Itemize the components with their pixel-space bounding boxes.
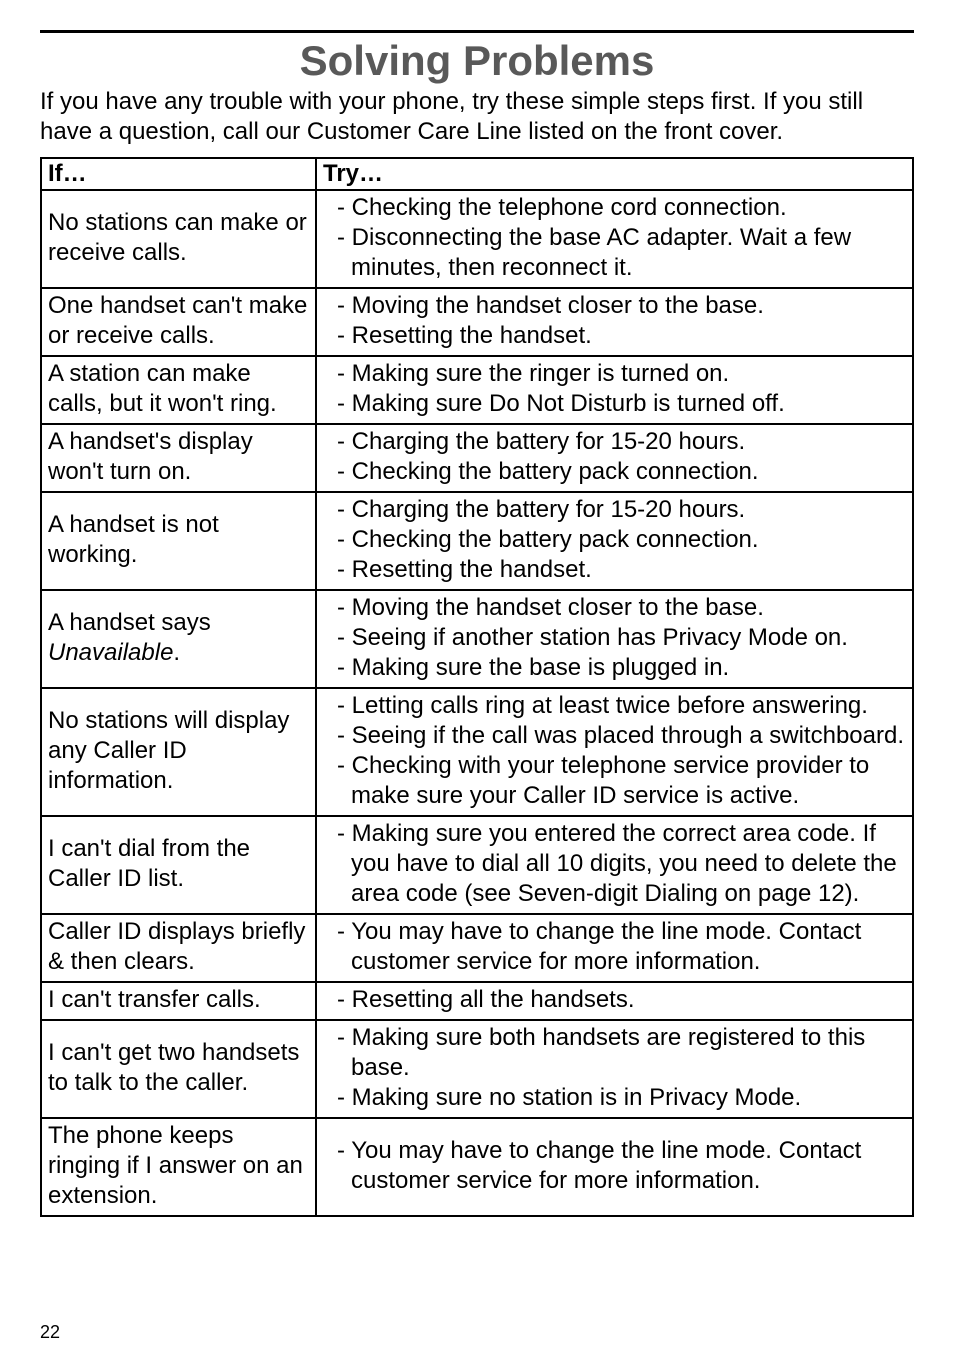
try-line: - Making sure no station is in Privacy M… (323, 1083, 906, 1113)
try-line: - Checking with your telephone service p… (323, 751, 906, 811)
try-cell: - Letting calls ring at least twice befo… (316, 688, 913, 816)
try-line: - Checking the battery pack connection. (323, 457, 906, 487)
try-cell: - Resetting all the handsets. (316, 982, 913, 1020)
table-row: No stations can make or receive calls.- … (41, 190, 913, 288)
table-row: I can't dial from the Caller ID list.- M… (41, 816, 913, 914)
if-cell: The phone keeps ringing if I answer on a… (41, 1118, 316, 1216)
page-title: Solving Problems (40, 37, 914, 85)
try-line: - Making sure you entered the correct ar… (323, 819, 906, 909)
try-line: - Making sure the ringer is turned on. (323, 359, 906, 389)
try-cell: - Making sure the ringer is turned on.- … (316, 356, 913, 424)
if-cell: A handset says Unavailable. (41, 590, 316, 688)
table-row: A handset says Unavailable.- Moving the … (41, 590, 913, 688)
try-line: - You may have to change the line mode. … (323, 917, 906, 977)
if-cell: I can't dial from the Caller ID list. (41, 816, 316, 914)
try-line: - Making sure the base is plugged in. (323, 653, 906, 683)
table-row: I can't transfer calls.- Resetting all t… (41, 982, 913, 1020)
table-row: A station can make calls, but it won't r… (41, 356, 913, 424)
if-cell: No stations can make or receive calls. (41, 190, 316, 288)
troubleshoot-table: If… Try… No stations can make or receive… (40, 157, 914, 1217)
table-row: A handset is not working.- Charging the … (41, 492, 913, 590)
try-line: - Disconnecting the base AC adapter. Wai… (323, 223, 906, 283)
top-rule (40, 30, 914, 33)
try-line: - Letting calls ring at least twice befo… (323, 691, 906, 721)
try-line: - Resetting all the handsets. (323, 985, 906, 1015)
page-number: 22 (40, 1322, 60, 1343)
try-cell: - You may have to change the line mode. … (316, 1118, 913, 1216)
try-line: - Moving the handset closer to the base. (323, 593, 906, 623)
table-row: I can't get two handsets to talk to the … (41, 1020, 913, 1118)
if-cell: I can't get two handsets to talk to the … (41, 1020, 316, 1118)
try-line: - Checking the telephone cord connection… (323, 193, 906, 223)
try-line: - Making sure both handsets are register… (323, 1023, 906, 1083)
table-header-row: If… Try… (41, 158, 913, 190)
try-line: - Checking the battery pack connection. (323, 525, 906, 555)
intro-paragraph: If you have any trouble with your phone,… (40, 87, 914, 147)
table-row: Caller ID displays briefly & then clears… (41, 914, 913, 982)
table-row: The phone keeps ringing if I answer on a… (41, 1118, 913, 1216)
try-line: - Resetting the handset. (323, 321, 906, 351)
try-line: - You may have to change the line mode. … (323, 1136, 906, 1196)
header-if: If… (41, 158, 316, 190)
table-row: No stations will display any Caller ID i… (41, 688, 913, 816)
try-cell: - Making sure you entered the correct ar… (316, 816, 913, 914)
try-line: - Seeing if another station has Privacy … (323, 623, 906, 653)
try-cell: - Making sure both handsets are register… (316, 1020, 913, 1118)
try-line: - Moving the handset closer to the base. (323, 291, 906, 321)
if-cell: Caller ID displays briefly & then clears… (41, 914, 316, 982)
table-row: A handset's display won't turn on.- Char… (41, 424, 913, 492)
try-line: - Charging the battery for 15-20 hours. (323, 427, 906, 457)
if-cell: A station can make calls, but it won't r… (41, 356, 316, 424)
try-cell: - Moving the handset closer to the base.… (316, 590, 913, 688)
if-cell: A handset's display won't turn on. (41, 424, 316, 492)
if-cell: One handset can't make or receive calls. (41, 288, 316, 356)
try-cell: - Checking the telephone cord connection… (316, 190, 913, 288)
try-line: - Charging the battery for 15-20 hours. (323, 495, 906, 525)
try-cell: - You may have to change the line mode. … (316, 914, 913, 982)
try-line: - Resetting the handset. (323, 555, 906, 585)
if-cell: A handset is not working. (41, 492, 316, 590)
header-try: Try… (316, 158, 913, 190)
if-cell: No stations will display any Caller ID i… (41, 688, 316, 816)
try-cell: - Moving the handset closer to the base.… (316, 288, 913, 356)
try-line: - Seeing if the call was placed through … (323, 721, 906, 751)
try-line: - Making sure Do Not Disturb is turned o… (323, 389, 906, 419)
if-cell: I can't transfer calls. (41, 982, 316, 1020)
try-cell: - Charging the battery for 15-20 hours.-… (316, 492, 913, 590)
table-row: One handset can't make or receive calls.… (41, 288, 913, 356)
try-cell: - Charging the battery for 15-20 hours.-… (316, 424, 913, 492)
